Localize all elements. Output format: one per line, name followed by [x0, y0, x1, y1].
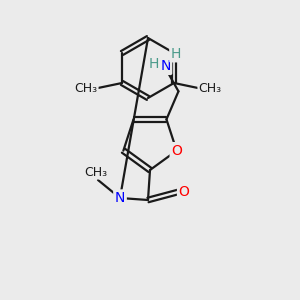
Text: H: H	[170, 47, 181, 61]
Text: CH₃: CH₃	[74, 82, 98, 94]
Text: CH₃: CH₃	[198, 82, 221, 94]
Text: N: N	[115, 191, 125, 205]
Text: O: O	[178, 185, 189, 199]
Text: N: N	[160, 59, 171, 73]
Text: O: O	[171, 144, 182, 158]
Text: CH₃: CH₃	[84, 166, 108, 178]
Text: H: H	[148, 57, 159, 71]
